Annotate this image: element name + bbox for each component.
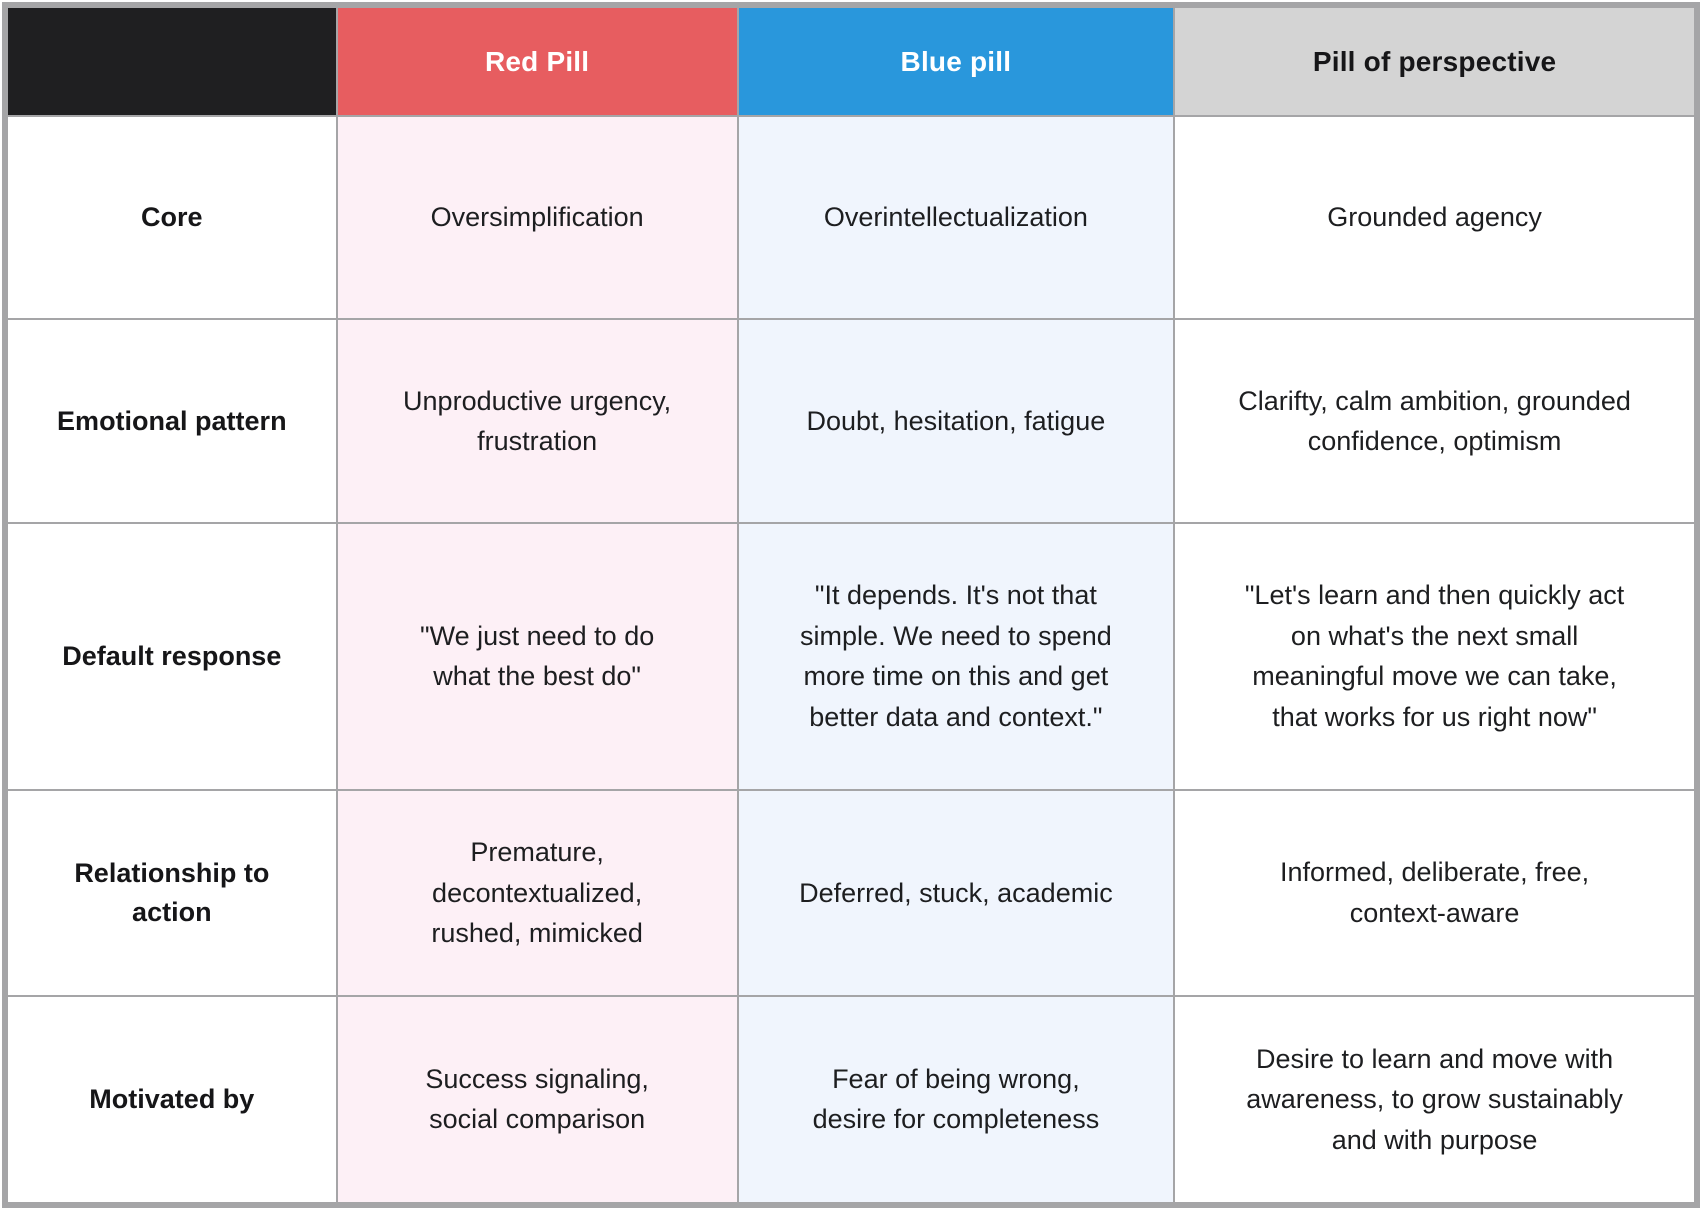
- cell-core-blue: Overintellectualization: [736, 115, 1176, 321]
- cell-relationship-blue: Deferred, stuck, academic: [736, 788, 1176, 997]
- row-label-core: Core: [4, 115, 338, 321]
- cell-motivated-blue: Fear of being wrong, desire for complete…: [736, 994, 1176, 1207]
- corner-cell: [4, 3, 338, 118]
- table-row-default-response: Default response "We just need to do wha…: [4, 522, 1698, 791]
- cell-emotional-blue: Doubt, hesitation, fatigue: [736, 318, 1176, 525]
- row-label-motivated-by: Motivated by: [4, 994, 338, 1207]
- cell-motivated-red: Success signaling, social comparison: [335, 994, 739, 1207]
- table-row-motivated-by: Motivated by Success signaling, social c…: [4, 994, 1698, 1207]
- column-header-blue-pill: Blue pill: [736, 3, 1176, 118]
- cell-core-red: Oversimplification: [335, 115, 739, 321]
- cell-emotional-red: Unproductive urgency, frustration: [335, 318, 739, 525]
- cell-default-red: "We just need to do what the best do": [335, 522, 739, 791]
- cell-default-perspective: "Let's learn and then quickly act on wha…: [1173, 522, 1698, 791]
- cell-motivated-perspective: Desire to learn and move with awareness,…: [1173, 994, 1698, 1207]
- row-label-emotional-pattern: Emotional pattern: [4, 318, 338, 525]
- cell-emotional-perspective: Clarifty, calm ambition, grounded confid…: [1173, 318, 1698, 525]
- table-row-relationship-to-action: Relationship to action Premature, decont…: [4, 788, 1698, 997]
- row-label-default-response: Default response: [4, 522, 338, 791]
- column-header-red-pill: Red Pill: [335, 3, 739, 118]
- header-row: Red Pill Blue pill Pill of perspective: [4, 3, 1698, 118]
- table-row-emotional-pattern: Emotional pattern Unproductive urgency, …: [4, 318, 1698, 525]
- column-header-pill-of-perspective: Pill of perspective: [1173, 3, 1698, 118]
- cell-relationship-perspective: Informed, deliberate, free, context-awar…: [1173, 788, 1698, 997]
- cell-core-perspective: Grounded agency: [1173, 115, 1698, 321]
- table-row-core: Core Oversimplification Overintellectual…: [4, 115, 1698, 321]
- cell-relationship-red: Premature, decontextualized, rushed, mim…: [335, 788, 739, 997]
- row-label-relationship-to-action: Relationship to action: [4, 788, 338, 997]
- cell-default-blue: "It depends. It's not that simple. We ne…: [736, 522, 1176, 791]
